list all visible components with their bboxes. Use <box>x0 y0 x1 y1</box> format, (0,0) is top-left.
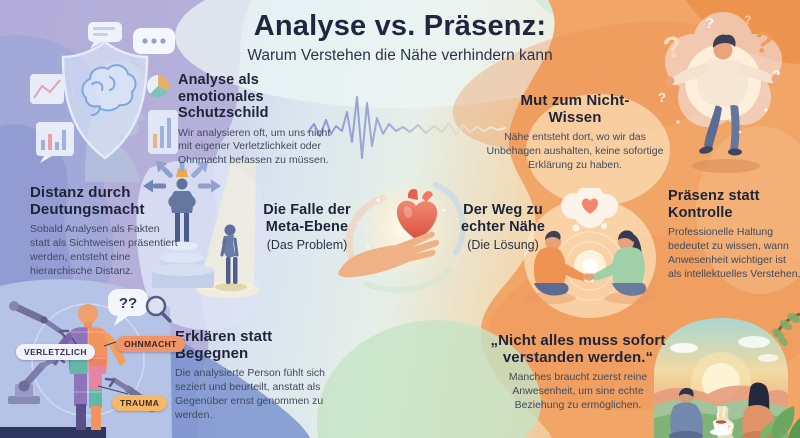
section-heading: Distanz durch Deutungsmacht <box>30 184 145 219</box>
podium-steps <box>152 241 214 288</box>
section-deutungsmacht: Distanz durch Deutungsmacht Sobald Analy… <box>30 184 182 279</box>
open-arms-illustration: ? ? ? ? ? ? <box>658 12 782 173</box>
bar-chart-icon <box>148 110 178 154</box>
section-subheading: (Das Problem) <box>266 238 348 253</box>
page-title: Analyse vs. Präsenz: <box>253 10 547 42</box>
analysis-shield-illustration <box>30 22 178 182</box>
svg-text:?: ? <box>658 90 666 105</box>
section-quote: „Nicht alles muss sofort verstanden werd… <box>478 332 678 413</box>
question-bubble-icon: ?? <box>108 289 148 326</box>
pie-chart-icon <box>147 74 170 98</box>
magnifier-icon <box>145 295 172 323</box>
section-heading: Erklären statt Begegnen <box>175 328 273 363</box>
section-weg: Der Weg zu echter Nähe (Die Lösung) <box>444 202 562 252</box>
label-trauma: TRAUMA <box>112 395 168 411</box>
svg-text:?: ? <box>705 15 714 32</box>
section-falle: Die Falle der Meta-Ebene (Das Problem) <box>248 202 366 252</box>
quote-body: Manches braucht zuerst reine Anwesenheit… <box>508 371 648 411</box>
section-heading: Mut zum Nicht-Wissen <box>520 92 630 127</box>
section-body: Nähe entsteht dort, wo wir das Unbehagen… <box>486 131 664 171</box>
foliage <box>760 312 800 438</box>
seated-couple <box>669 382 775 438</box>
navy-footer-strip <box>0 427 106 438</box>
section-heading: Analyse als emotionales Schutzschild <box>178 72 269 122</box>
crowned-figure <box>168 168 196 243</box>
svg-text:?: ? <box>744 13 751 27</box>
svg-text:??: ?? <box>119 295 137 312</box>
header: Analyse vs. Präsenz: Warum Verstehen die… <box>0 10 800 65</box>
section-body: Die analysierte Person fühlt sich sezier… <box>175 367 325 421</box>
label-ohnmacht: OHNMACHT <box>116 336 185 352</box>
connection-illustration <box>524 188 656 304</box>
heart-hand-illustration <box>338 181 467 293</box>
robot-arm-icon <box>9 301 70 339</box>
sunset-scene-illustration <box>654 312 800 438</box>
open-arms-person <box>665 34 781 173</box>
line-chart-icon <box>30 74 64 104</box>
ellipsis-bubble-icon <box>133 28 175 54</box>
section-subheading: (Die Lösung) <box>467 238 539 253</box>
body-analysis-illustration: ?? <box>8 289 172 430</box>
section-body: Sobald Analysen als Fakten statt als Sic… <box>30 223 178 277</box>
seated-person-right <box>585 230 656 304</box>
section-heading: Die Falle der Meta-Ebene <box>263 202 351 235</box>
segmented-body <box>50 304 126 430</box>
page-subtitle: Warum Verstehen die Nähe verhindern kann <box>247 47 553 64</box>
tea-cup-icon <box>710 406 733 436</box>
open-hand <box>338 231 440 278</box>
waveform-line <box>307 96 506 159</box>
section-mut: Mut zum Nicht-Wissen Nähe entsteht dort,… <box>486 92 664 173</box>
speech-bubble-icon <box>88 22 122 49</box>
section-erklaeren: Erklären statt Begegnen Die analysierte … <box>175 328 333 423</box>
section-schutzschild: Analyse als emotionales Schutzschild Wir… <box>178 72 348 168</box>
section-heading: Der Weg zu echter Nähe <box>460 202 546 235</box>
slumped-figure <box>215 224 247 291</box>
section-heading: Präsenz statt Kontrolle <box>668 188 760 221</box>
podium-illustration <box>143 160 260 298</box>
seated-person-left <box>524 230 593 304</box>
svg-text:?: ? <box>752 25 775 60</box>
quote-heading: „Nicht alles muss sofort verstanden werd… <box>490 332 666 367</box>
label-verletzlich: VERLETZLICH <box>16 344 95 360</box>
section-body: Professionelle Haltung bedeutet zu wisse… <box>668 226 800 280</box>
crown-icon <box>176 168 188 177</box>
section-praesenz: Präsenz statt Kontrolle Professionelle H… <box>668 188 800 281</box>
section-body: Wir analysieren oft, um uns nicht mit ei… <box>178 126 331 167</box>
brain-icon <box>81 64 137 116</box>
heart-icon <box>396 188 438 240</box>
thought-cloud-heart-icon <box>561 188 618 232</box>
bar-chart-icon <box>36 122 74 163</box>
